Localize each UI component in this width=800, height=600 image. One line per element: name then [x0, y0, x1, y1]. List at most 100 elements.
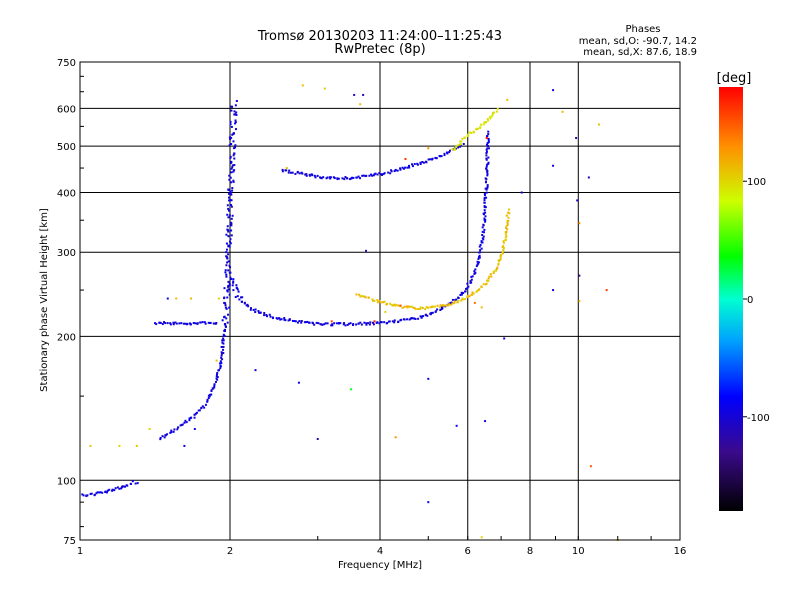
data-point: [486, 279, 489, 282]
data-point: [376, 173, 379, 176]
data-point: [176, 428, 179, 431]
data-point: [230, 136, 233, 139]
data-point: [224, 269, 227, 272]
data-point: [501, 252, 504, 255]
data-point: [385, 322, 388, 325]
data-point: [220, 345, 223, 348]
data-point: [501, 246, 504, 249]
data-point: [502, 247, 505, 250]
data-point: [417, 317, 420, 320]
data-point: [597, 123, 600, 126]
data-point: [208, 393, 211, 396]
data-point: [383, 172, 386, 175]
data-point: [431, 157, 434, 160]
data-point: [552, 164, 555, 167]
data-point: [477, 261, 480, 264]
data-point: [365, 323, 368, 326]
data-point: [394, 436, 397, 439]
data-point: [486, 134, 489, 137]
data-point: [215, 321, 218, 324]
data-point: [494, 269, 497, 272]
data-point: [468, 131, 471, 134]
data-point: [480, 306, 483, 309]
data-point: [234, 144, 237, 147]
data-point: [199, 321, 202, 324]
data-point: [466, 295, 469, 298]
data-point: [226, 290, 229, 293]
data-point: [319, 176, 322, 179]
data-point: [170, 431, 173, 434]
data-point: [233, 164, 236, 167]
data-point: [520, 191, 523, 194]
data-point: [204, 322, 207, 325]
data-point: [443, 304, 446, 307]
data-point: [408, 164, 411, 167]
data-point: [483, 197, 486, 199]
data-point: [360, 294, 363, 297]
data-point: [220, 362, 223, 365]
data-point: [492, 272, 495, 275]
y-tick-label: 75: [63, 536, 76, 547]
data-point: [230, 143, 233, 146]
data-point: [232, 140, 235, 143]
data-point: [330, 320, 333, 323]
data-point: [214, 380, 217, 383]
data-point: [95, 492, 98, 495]
data-point: [384, 310, 387, 313]
x-tick-label: 8: [527, 546, 533, 557]
data-point: [200, 406, 203, 409]
data-point: [225, 317, 228, 320]
data-point: [466, 282, 469, 285]
data-point: [471, 291, 474, 294]
data-point: [407, 305, 410, 308]
data-point: [449, 149, 451, 152]
data-point: [466, 286, 469, 289]
data-point: [390, 170, 393, 173]
data-point: [499, 256, 502, 259]
data-point: [352, 324, 355, 326]
data-point: [228, 214, 231, 217]
data-point: [232, 289, 235, 292]
data-point: [378, 171, 381, 174]
data-point: [104, 490, 107, 493]
data-point: [236, 288, 239, 291]
data-point: [229, 266, 232, 269]
data-point: [485, 180, 488, 183]
y-tick-label: 500: [57, 142, 76, 153]
data-point: [481, 233, 484, 236]
data-point: [257, 311, 260, 314]
data-point: [280, 318, 283, 321]
data-point: [303, 321, 306, 324]
data-point: [249, 308, 252, 311]
data-point: [403, 305, 406, 308]
data-point: [460, 291, 463, 294]
data-point: [289, 171, 292, 174]
data-point: [382, 301, 385, 304]
x-tick-label: 16: [674, 546, 687, 557]
data-point: [485, 282, 488, 285]
data-point: [232, 180, 235, 183]
data-point: [203, 406, 206, 409]
data-point: [483, 192, 486, 195]
data-point: [478, 251, 481, 254]
data-point: [232, 154, 235, 157]
y-tick-label: 750: [57, 58, 76, 69]
data-point: [399, 168, 402, 171]
data-point: [484, 211, 487, 214]
data-point: [373, 320, 376, 323]
data-point: [434, 156, 437, 159]
data-point: [227, 313, 230, 316]
data-point: [90, 492, 93, 495]
data-point: [478, 245, 481, 248]
data-point: [314, 176, 317, 179]
data-point: [173, 428, 176, 431]
data-point: [492, 111, 494, 114]
data-point: [393, 303, 396, 306]
data-point: [308, 173, 311, 176]
data-point: [426, 314, 429, 317]
data-point: [339, 322, 342, 325]
data-point: [422, 161, 425, 164]
data-point: [281, 168, 284, 171]
data-point: [229, 156, 232, 159]
